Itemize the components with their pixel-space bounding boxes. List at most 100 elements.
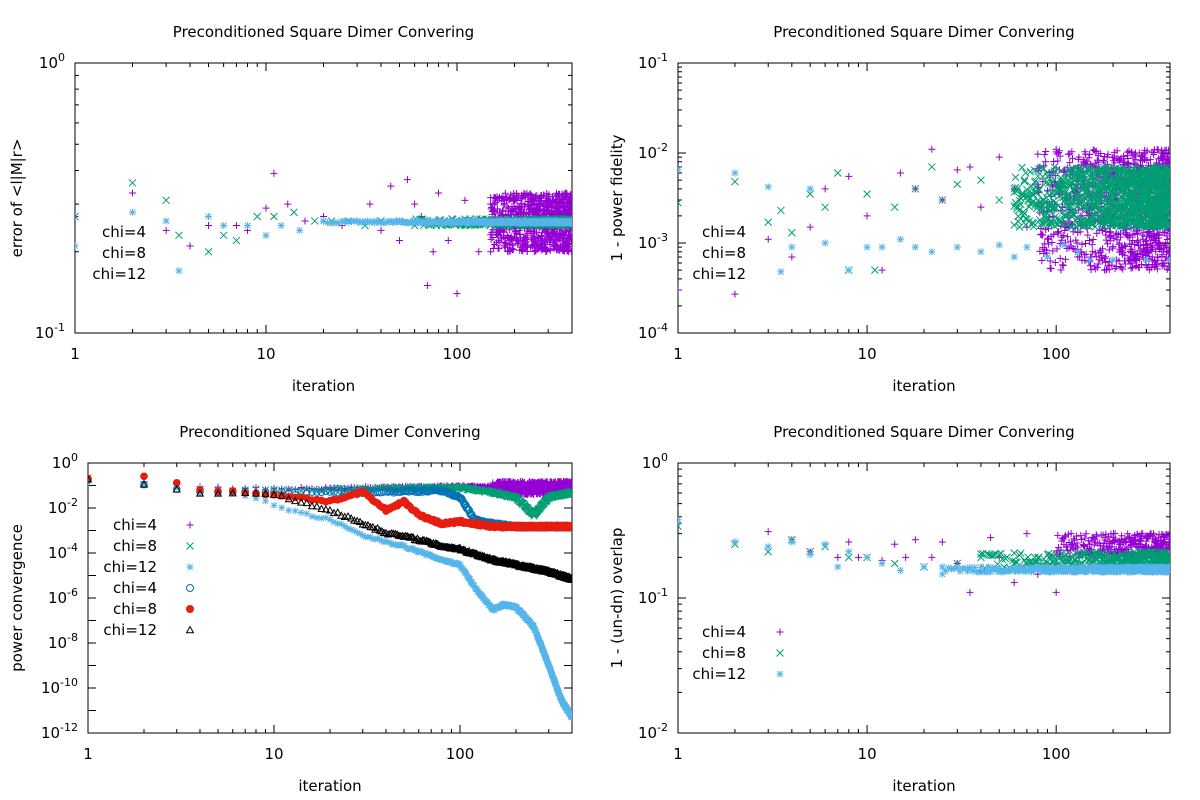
y-tick-label: 10-2	[638, 141, 668, 162]
data-point	[567, 237, 572, 245]
data-point	[253, 212, 262, 221]
data-point	[387, 182, 395, 190]
data-point	[1088, 241, 1096, 249]
data-point	[1117, 230, 1125, 238]
data-point	[787, 228, 796, 237]
data-point	[1143, 156, 1151, 164]
data-point	[1085, 256, 1093, 264]
data-point	[1126, 232, 1134, 240]
data-point	[358, 218, 366, 226]
data-point	[1158, 251, 1166, 259]
data-point	[871, 266, 879, 274]
data-point	[1164, 209, 1170, 218]
data-point	[502, 240, 510, 248]
data-point	[565, 241, 572, 249]
data-point	[1085, 151, 1093, 159]
y-tick-label: 10-12	[41, 721, 78, 742]
data-point	[1113, 147, 1121, 155]
data-point	[1121, 251, 1129, 259]
data-point	[1084, 231, 1092, 239]
data-point	[1023, 243, 1031, 251]
x-tick-label: 1	[83, 745, 93, 763]
data-point	[296, 226, 304, 234]
x-axis-ticks: 1 10 100	[70, 63, 573, 363]
data-point	[453, 290, 461, 298]
data-point	[1048, 238, 1056, 246]
data-point	[821, 185, 829, 193]
data-point	[1036, 247, 1044, 255]
data-point	[764, 183, 772, 191]
data-point	[509, 246, 517, 254]
data-point	[995, 196, 1004, 204]
data-point	[1164, 167, 1170, 175]
data-point	[1018, 189, 1026, 198]
data-point	[1076, 228, 1084, 236]
data-point	[1080, 158, 1088, 166]
data-point	[262, 204, 270, 212]
x-tick-label: 100	[1042, 345, 1071, 363]
data-point	[1166, 256, 1170, 264]
data-point	[538, 234, 546, 242]
data-point	[568, 217, 572, 225]
data-point	[1073, 239, 1081, 247]
data-point	[496, 238, 504, 246]
data-point	[204, 247, 213, 256]
data-point	[270, 212, 278, 221]
data-point	[232, 222, 240, 230]
data-point	[1128, 264, 1136, 272]
data-point	[1055, 148, 1063, 156]
data-point	[1142, 256, 1150, 264]
data-point	[1099, 245, 1107, 253]
data-point	[1055, 147, 1063, 155]
data-point	[1160, 262, 1168, 270]
data-point	[1051, 259, 1059, 267]
data-point	[1047, 265, 1055, 273]
y-axis-label: error of <l|M|r>	[8, 139, 26, 258]
data-point	[301, 217, 309, 225]
data-point	[731, 177, 739, 186]
data-point	[232, 236, 241, 245]
chart-title: Preconditioned Square Dimer Convering	[173, 23, 474, 41]
data-point	[1115, 239, 1123, 247]
y-tick-label: 10-4	[48, 541, 78, 562]
y-tick-label: 100	[39, 51, 65, 72]
data-point	[324, 219, 332, 227]
data-point	[1107, 195, 1116, 204]
data-point	[1041, 151, 1049, 159]
data-point	[377, 226, 385, 234]
data-point	[219, 231, 228, 240]
data-point	[1148, 246, 1156, 254]
data-point	[1060, 241, 1068, 249]
data-point	[1109, 154, 1117, 162]
data-point	[561, 231, 569, 239]
data-point	[1066, 237, 1074, 245]
data-point	[243, 222, 251, 230]
data-point	[1044, 235, 1052, 243]
data-point	[1121, 241, 1129, 249]
data-point	[381, 219, 389, 227]
data-point	[1162, 240, 1170, 248]
data-point	[377, 218, 385, 226]
data-point	[1085, 154, 1093, 162]
data-point	[1133, 238, 1141, 246]
data-point	[1034, 150, 1042, 158]
data-point	[995, 153, 1003, 161]
data-point	[1076, 253, 1084, 261]
data-point	[501, 189, 509, 197]
data-point	[1165, 249, 1170, 257]
data-point	[821, 239, 829, 247]
data-point	[678, 166, 682, 174]
data-point	[1044, 253, 1052, 261]
data-point	[548, 193, 556, 201]
x-tick-label: 10	[858, 345, 877, 363]
data-point	[995, 241, 1003, 249]
chart-panel-2: Preconditioned Square Dimer Converingite…	[608, 23, 1171, 395]
data-point	[429, 248, 437, 256]
data-point	[1039, 231, 1047, 239]
data-point	[896, 169, 904, 177]
data-point	[1041, 245, 1049, 253]
data-point	[1087, 262, 1095, 270]
data-point	[1093, 263, 1101, 271]
